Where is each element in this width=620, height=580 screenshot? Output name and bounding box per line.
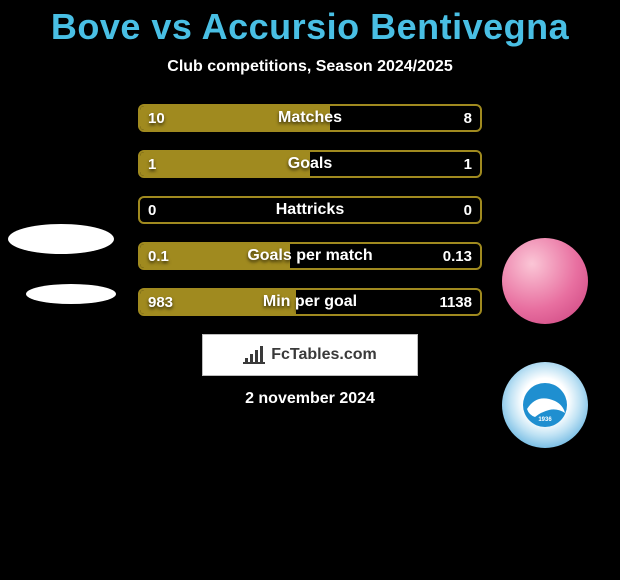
team1-logo [26,284,116,304]
subtitle: Club competitions, Season 2024/2025 [0,58,620,76]
svg-text:1936: 1936 [538,417,552,423]
stat-row: 0.10.13Goals per match [138,242,482,270]
pescara-dolphin-icon: 1936 [515,375,575,435]
player1-avatar [8,224,114,254]
player2-avatar [502,238,588,324]
stat-row: 9831138Min per goal [138,288,482,316]
stat-label: Goals per match [138,242,482,270]
brand-text: FcTables.com [271,346,377,364]
stat-label: Min per goal [138,288,482,316]
team2-logo: 1936 [502,362,588,448]
stat-row: 00Hattricks [138,196,482,224]
brand-box: FcTables.com [202,334,418,376]
page-title: Bove vs Accursio Bentivegna [0,0,620,48]
stat-row: 108Matches [138,104,482,132]
stats-table: 108Matches 11Goals 00Hattricks 0.10.13Goals… [138,104,482,316]
stat-label: Matches [138,104,482,132]
content-area: 1936 108Matches11Goals00Hattricks0.10.13… [0,104,620,408]
stat-row: 11Goals [138,150,482,178]
stat-label: Goals [138,150,482,178]
stat-label: Hattricks [138,196,482,224]
chart-icon [243,346,265,364]
